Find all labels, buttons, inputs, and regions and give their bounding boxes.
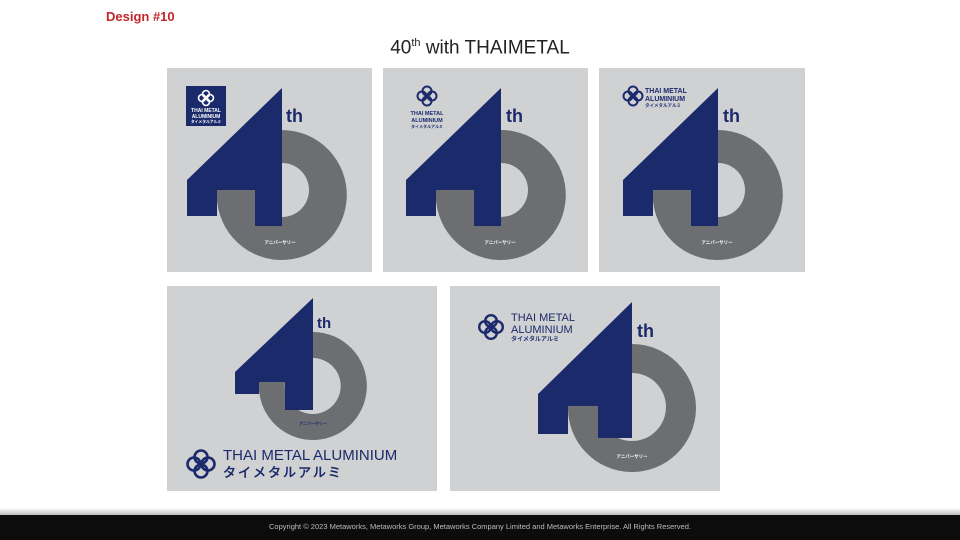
anniversary-text: アニバーサリー — [616, 454, 648, 460]
logo-katakana: タイメタルアルミ — [191, 119, 222, 124]
anniversary-emblem: THAI METAL ALUMINIUM タイメタルアルミ th アニバーサリー — [406, 85, 566, 260]
logo-katakana: タイメタルアルミ — [411, 123, 443, 129]
title-rest: with THAIMETAL — [420, 37, 570, 59]
anniversary-emblem: THAI METAL ALUMINIUM タイメタルアルミ th アニバーサリー — [622, 85, 783, 260]
logo-text-line1: THAI METAL — [511, 312, 575, 324]
four-shape — [538, 302, 632, 438]
brand-katakana: タイメタルアルミ — [223, 465, 343, 480]
ring-shape — [652, 130, 783, 260]
logo-text-line2: ALUMINIUM — [411, 118, 443, 124]
logo-text-line2: ALUMINIUM — [645, 96, 685, 103]
anniversary-emblem: th アニバーサリー THAI METAL ALUMINIUM タイメタルアルミ — [186, 298, 397, 480]
logo-text-line2: ALUMINIUM — [192, 114, 221, 120]
ring-shape — [435, 130, 566, 260]
logo-katakana: タイメタルアルミ — [511, 335, 559, 343]
ordinal-suffix: th — [506, 106, 523, 126]
logo-katakana: タイメタルアルミ — [645, 102, 681, 109]
ordinal-suffix: th — [723, 106, 740, 126]
four-shape — [406, 88, 501, 226]
anniversary-text: アニバーサリー — [701, 240, 733, 246]
logo-mark — [186, 449, 216, 479]
anniversary-emblem: THAI METAL ALUMINIUM タイメタルアルミ th アニバーサリー — [477, 302, 696, 472]
logo-mark — [416, 85, 438, 107]
design-option-3: THAI METAL ALUMINIUM タイメタルアルミ th アニバーサリー — [599, 68, 805, 272]
anniversary-text: アニバーサリー — [299, 420, 327, 426]
logo-text-line2: ALUMINIUM — [511, 324, 573, 336]
footer-shadow — [0, 508, 960, 515]
design-option-5: THAI METAL ALUMINIUM タイメタルアルミ th アニバーサリー — [450, 286, 720, 491]
ring-shape — [258, 332, 367, 440]
ring-shape — [567, 344, 696, 472]
anniversary-text: アニバーサリー — [484, 240, 516, 246]
ordinal-suffix: th — [637, 321, 654, 341]
logo-mark — [197, 89, 215, 107]
four-shape — [235, 298, 313, 410]
footer-bar: Copyright © 2023 Metaworks, Metaworks Gr… — [0, 515, 960, 540]
ordinal-suffix: th — [286, 106, 303, 126]
four-shape — [187, 88, 282, 226]
design-option-2: THAI METAL ALUMINIUM タイメタルアルミ th アニバーサリー — [383, 68, 588, 272]
title-number: 40 — [390, 37, 412, 59]
ordinal-suffix: th — [317, 315, 331, 332]
four-shape — [623, 88, 718, 226]
logo-text-line1: THAI METAL — [645, 88, 688, 95]
page-title: 40th with THAIMETAL — [0, 37, 960, 59]
logo-mark — [477, 313, 505, 341]
design-option-4: th アニバーサリー THAI METAL ALUMINIUM タイメタルアルミ — [167, 286, 437, 491]
anniversary-emblem: THAI METAL ALUMINIUM タイメタルアルミ th アニバーサリー — [186, 86, 347, 260]
design-option-1: THAI METAL ALUMINIUM タイメタルアルミ th アニバーサリー — [167, 68, 372, 272]
brand-full-name: THAI METAL ALUMINIUM — [223, 447, 397, 464]
logo-text-line1: THAI METAL — [411, 111, 445, 117]
design-label: Design #10 — [106, 9, 175, 24]
copyright-text: Copyright © 2023 Metaworks, Metaworks Gr… — [269, 522, 691, 531]
logo-mark — [622, 85, 644, 107]
logo-text-line1: THAI METAL — [191, 108, 221, 114]
ring-shape — [216, 130, 347, 260]
title-superscript: th — [411, 37, 421, 49]
anniversary-text: アニバーサリー — [264, 240, 296, 246]
